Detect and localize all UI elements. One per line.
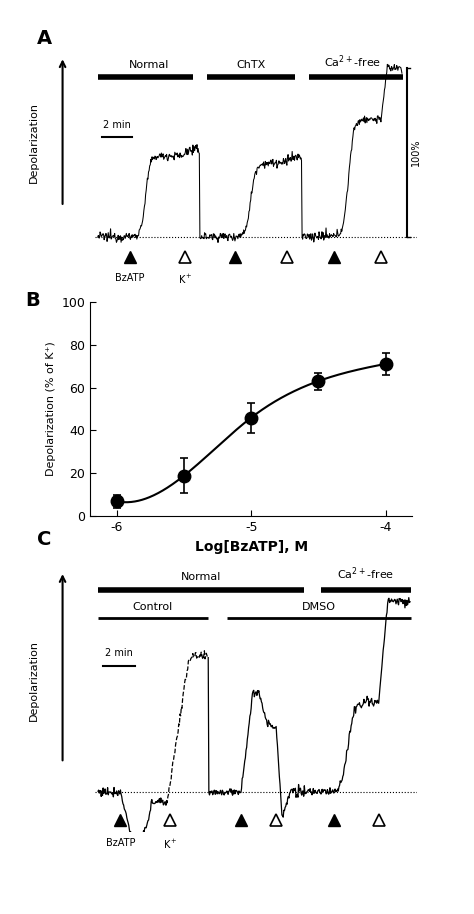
Text: BzATP: BzATP <box>115 273 145 283</box>
X-axis label: Log[BzATP], M: Log[BzATP], M <box>195 540 308 554</box>
Text: C: C <box>37 530 51 549</box>
Y-axis label: Depolarization (% of K⁺): Depolarization (% of K⁺) <box>46 342 56 476</box>
Text: K$^+$: K$^+$ <box>178 273 192 286</box>
Text: Control: Control <box>133 601 173 611</box>
Text: K$^+$: K$^+$ <box>163 838 178 851</box>
Text: DMSO: DMSO <box>302 601 336 611</box>
Text: ChTX: ChTX <box>237 59 265 69</box>
Text: 100%: 100% <box>410 138 421 166</box>
Text: Depolarization: Depolarization <box>28 641 38 721</box>
Text: 2 min: 2 min <box>105 648 133 657</box>
Text: 2 min: 2 min <box>103 120 131 130</box>
Text: A: A <box>37 28 52 48</box>
Text: Normal: Normal <box>181 571 222 581</box>
Text: Ca$^{2+}$-free: Ca$^{2+}$-free <box>337 565 394 581</box>
Text: Normal: Normal <box>128 59 169 69</box>
Text: Ca$^{2+}$-free: Ca$^{2+}$-free <box>324 53 381 69</box>
Text: BzATP: BzATP <box>106 838 135 848</box>
Text: Depolarization: Depolarization <box>28 101 38 183</box>
Text: B: B <box>26 291 40 310</box>
